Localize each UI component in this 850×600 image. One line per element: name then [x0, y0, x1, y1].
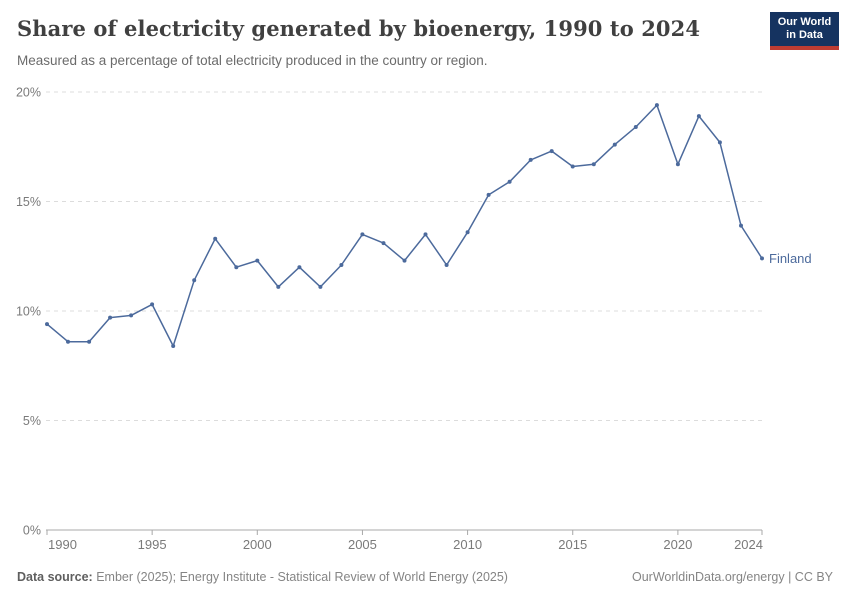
- credit-link[interactable]: OurWorldinData.org/energy | CC BY: [631, 570, 833, 584]
- data-point-2008[interactable]: [423, 232, 428, 237]
- data-point-1995[interactable]: [150, 302, 155, 307]
- owid-logo[interactable]: Our World in Data: [770, 12, 839, 50]
- y-tick-label-10%: 10%: [16, 305, 41, 319]
- x-tick-label-2020: 2020: [663, 537, 692, 552]
- data-point-2002[interactable]: [297, 265, 302, 270]
- finland-series-line[interactable]: [46, 104, 763, 347]
- x-tick-label-2005: 2005: [348, 537, 377, 552]
- data-point-1996[interactable]: [171, 344, 176, 348]
- data-point-2005[interactable]: [360, 232, 365, 237]
- data-point-1992[interactable]: [87, 339, 92, 344]
- data-point-2011[interactable]: [486, 192, 491, 197]
- x-tick-label-2000: 2000: [243, 537, 272, 552]
- owid-logo-line2: in Data: [786, 29, 823, 41]
- data-point-2019[interactable]: [654, 103, 659, 108]
- series-label-finland[interactable]: Finland: [769, 251, 812, 266]
- data-point-2009[interactable]: [444, 263, 449, 267]
- data-point-1997[interactable]: [192, 278, 197, 283]
- bioenergy-line-chart[interactable]: 0% 5% 10% 15% 20% 1990 1995 2000 2005 2010 2015 202…: [0, 80, 850, 560]
- data-point-2000[interactable]: [255, 258, 260, 263]
- data-point-2006[interactable]: [381, 241, 386, 246]
- data-point-2021[interactable]: [696, 114, 701, 119]
- data-point-2015[interactable]: [570, 164, 575, 169]
- data-point-2023[interactable]: [739, 223, 743, 228]
- data-point-1993[interactable]: [108, 315, 113, 320]
- data-point-1994[interactable]: [129, 313, 134, 318]
- chart-subtitle: Measured as a percentage of total electr…: [17, 53, 488, 68]
- x-tick-label-2010: 2010: [453, 537, 482, 552]
- chart-title: Share of electricity generated by bioene…: [17, 16, 701, 41]
- data-point-2012[interactable]: [507, 179, 512, 184]
- x-tick-label-2024: 2024: [734, 537, 763, 552]
- chart-footer: Data source: Ember (2025); Energy Instit…: [17, 570, 833, 584]
- data-point-2018[interactable]: [633, 125, 638, 129]
- data-point-2014[interactable]: [549, 149, 554, 154]
- data-point-1999[interactable]: [234, 265, 239, 270]
- data-point-2007[interactable]: [402, 258, 407, 263]
- data-point-2022[interactable]: [717, 140, 722, 145]
- data-point-2013[interactable]: [528, 157, 533, 162]
- y-tick-label-0%: 0%: [23, 524, 41, 538]
- data-point-1991[interactable]: [66, 339, 70, 344]
- data-point-2016[interactable]: [591, 162, 596, 167]
- data-point-1998[interactable]: [213, 236, 218, 241]
- data-source-label: Data source:: [17, 570, 93, 584]
- data-source-note: Data source: Ember (2025); Energy Instit…: [17, 570, 508, 584]
- data-point-2024[interactable]: [760, 256, 764, 261]
- y-tick-label-20%: 20%: [16, 86, 41, 100]
- data-point-2017[interactable]: [612, 142, 617, 147]
- data-point-2010[interactable]: [465, 230, 470, 235]
- data-point-2020[interactable]: [675, 162, 680, 167]
- data-point-2004[interactable]: [339, 263, 344, 267]
- x-tick-label-2015: 2015: [558, 537, 587, 552]
- x-tick-label-1995: 1995: [138, 537, 167, 552]
- data-point-2001[interactable]: [276, 284, 281, 289]
- data-point-2003[interactable]: [318, 284, 323, 289]
- owid-logo-line1: Our World: [777, 16, 832, 28]
- data-source-text: Ember (2025); Energy Institute - Statist…: [92, 570, 508, 584]
- y-tick-label-15%: 15%: [16, 195, 41, 209]
- x-tick-label-1990: 1990: [48, 537, 77, 552]
- data-point-1990[interactable]: [45, 322, 49, 327]
- y-tick-label-5%: 5%: [23, 414, 41, 428]
